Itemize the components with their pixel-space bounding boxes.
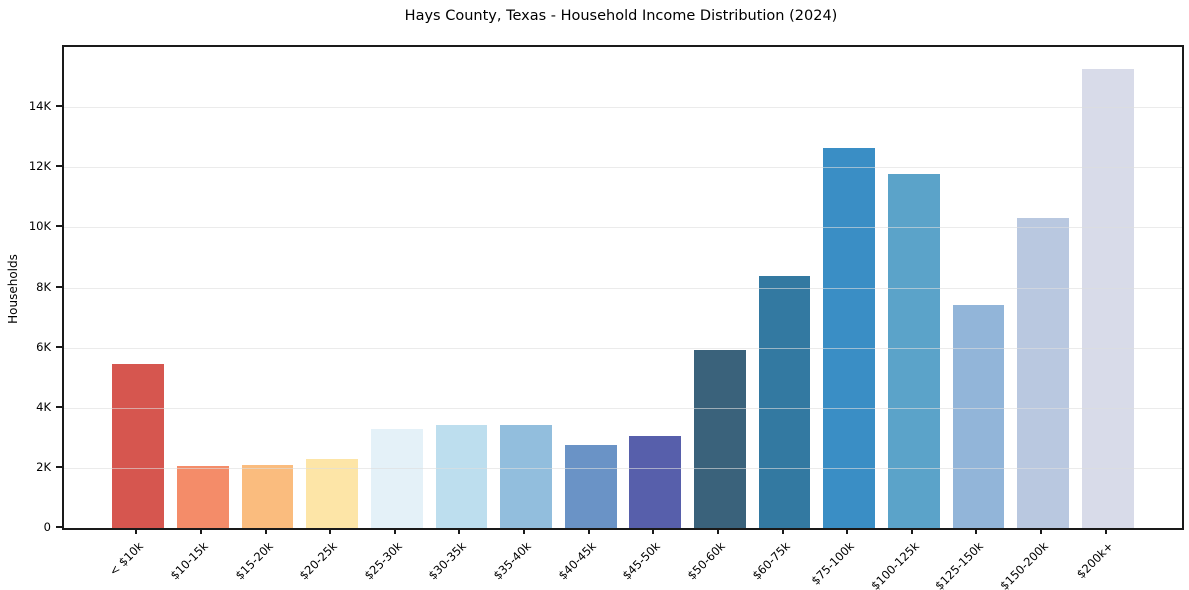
x-tick-$150-200k xyxy=(1040,528,1043,534)
bar-$35-40k xyxy=(500,424,552,528)
bar-$200k+ xyxy=(1081,69,1134,528)
bar-$30-35k xyxy=(435,424,488,528)
y-tick-label-0: 0 xyxy=(43,520,51,534)
y-tick-label-8K: 8K xyxy=(36,279,51,294)
x-tick-$125-150k xyxy=(975,528,978,534)
x-tick-$10-15k xyxy=(199,528,202,534)
bar-$15-20k xyxy=(241,465,294,528)
x-tick-$50-60k xyxy=(716,528,719,534)
gridline-6000 xyxy=(64,347,1182,349)
y-tick-12K xyxy=(56,165,62,168)
bar-< $10k xyxy=(112,364,165,528)
gridline-12000 xyxy=(64,167,1182,169)
y-tick-label-6K: 6K xyxy=(36,339,51,354)
x-tick-$30-35k xyxy=(458,528,461,534)
x-tick-$75-100k xyxy=(846,528,849,534)
x-tick-$15-20k xyxy=(264,528,267,534)
y-tick-label-4K: 4K xyxy=(36,399,51,414)
x-tick-$60-75k xyxy=(781,528,784,534)
gridline-2000 xyxy=(64,467,1182,469)
bar-$10-15k xyxy=(177,465,229,528)
y-tick-14K xyxy=(56,105,62,108)
x-tick-$35-40k xyxy=(523,528,526,534)
bar-$20-25k xyxy=(306,458,359,528)
y-tick-2K xyxy=(56,465,62,468)
y-tick-label-12K: 12K xyxy=(28,159,51,174)
x-tick-$25-30k xyxy=(393,528,396,534)
x-tick-$20-25k xyxy=(329,528,332,534)
chart-title: Hays County, Texas - Household Income Di… xyxy=(404,8,838,24)
bar-$60-75k xyxy=(758,275,811,528)
x-tick-label-< $10k: < $10k xyxy=(106,539,147,579)
gridline-10000 xyxy=(64,227,1182,229)
y-tick-10K xyxy=(56,225,62,228)
x-tick-$45-50k xyxy=(652,528,655,534)
x-tick-$40-45k xyxy=(587,528,590,534)
x-tick-$200k+ xyxy=(1104,528,1107,534)
y-tick-4K xyxy=(56,405,62,408)
bar-$25-30k xyxy=(370,429,423,528)
gridline-8000 xyxy=(64,287,1182,289)
bar-$150-200k xyxy=(1017,218,1069,528)
bar-$75-100k xyxy=(823,147,876,528)
y-tick-6K xyxy=(56,345,62,348)
y-tick-label-14K: 14K xyxy=(28,99,51,114)
bar-$100-125k xyxy=(887,173,940,528)
x-tick-< $10k xyxy=(135,528,138,534)
bar-$45-50k xyxy=(629,436,682,528)
gridline-14000 xyxy=(64,107,1182,109)
plot-area xyxy=(62,45,1184,530)
y-tick-0 xyxy=(56,526,62,528)
gridline-4000 xyxy=(64,407,1182,409)
x-tick-$100-125k xyxy=(910,528,913,534)
bar-$50-60k xyxy=(694,349,746,528)
y-tick-8K xyxy=(56,285,62,288)
bar-$40-45k xyxy=(564,445,617,528)
y-tick-label-2K: 2K xyxy=(36,459,51,474)
bar-$125-150k xyxy=(952,304,1005,528)
y-tick-label-10K: 10K xyxy=(28,219,51,234)
